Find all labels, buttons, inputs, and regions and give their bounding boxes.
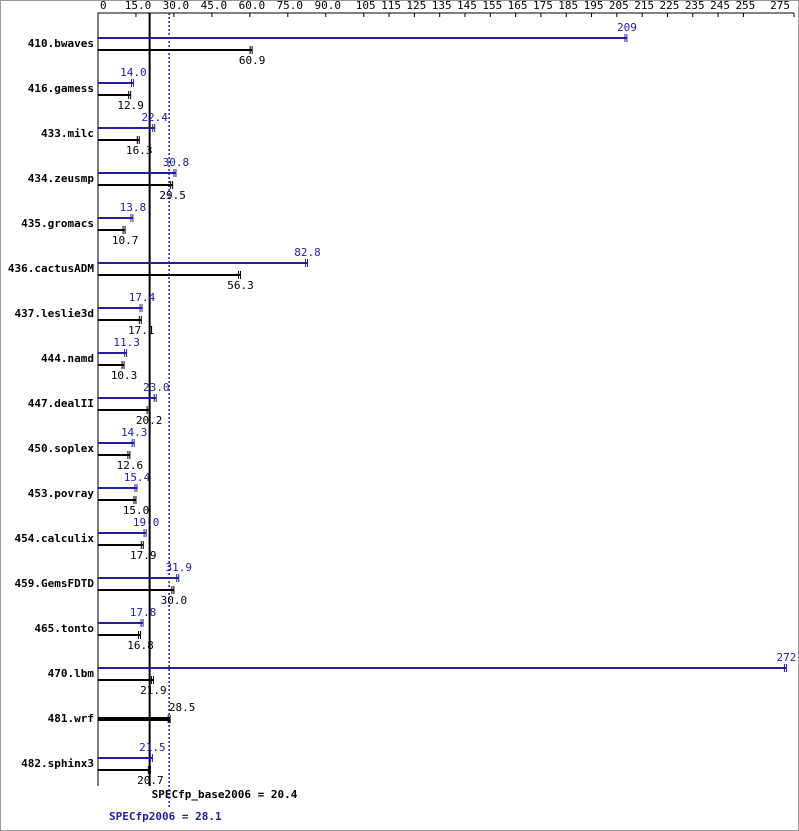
x-tick-label: 185	[558, 0, 578, 12]
x-tick-label: 45.0	[201, 0, 228, 12]
category-label: 459.GemsFDTD	[15, 577, 95, 590]
x-tick-label: 125	[406, 0, 426, 12]
value-label: 23.0	[143, 381, 170, 394]
value-label: 17.4	[129, 291, 156, 304]
value-label: 13.8	[120, 201, 147, 214]
x-tick-label: 90.0	[315, 0, 342, 12]
x-tick-label: 30.0	[163, 0, 190, 12]
x-tick-label: 255	[735, 0, 755, 12]
category-label: 433.milc	[41, 127, 94, 140]
x-tick-label: 205	[609, 0, 629, 12]
value-label: 17.9	[130, 549, 157, 562]
value-label: 28.5	[169, 701, 196, 714]
value-label: 15.4	[124, 471, 151, 484]
value-label: 56.3	[227, 279, 254, 292]
category-label: 454.calculix	[15, 532, 95, 545]
value-label: 16.8	[127, 639, 154, 652]
value-label: 82.8	[294, 246, 321, 259]
value-label: 30.8	[163, 156, 190, 169]
value-label: 10.3	[111, 369, 138, 382]
x-tick-label: 225	[660, 0, 680, 12]
value-label: 17.1	[128, 324, 155, 337]
value-label: 21.5	[139, 741, 166, 754]
value-label: 12.9	[117, 99, 144, 112]
value-label: 30.0	[161, 594, 188, 607]
value-label: 14.3	[121, 426, 148, 439]
value-label: 31.9	[165, 561, 192, 574]
value-label: 11.3	[113, 336, 140, 349]
value-label: 29.5	[159, 189, 186, 202]
x-tick-label: 15.0	[125, 0, 152, 12]
category-label: 410.bwaves	[28, 37, 94, 50]
category-label: 416.gamess	[28, 82, 94, 95]
category-label: 435.gromacs	[21, 217, 94, 230]
reference-label: SPECfp2006 = 28.1	[109, 810, 222, 823]
value-label: 272	[776, 651, 796, 664]
value-label: 22.4	[141, 111, 168, 124]
x-tick-label: 60.0	[239, 0, 266, 12]
category-label: 482.sphinx3	[21, 757, 94, 770]
reference-label: SPECfp_base2006 = 20.4	[152, 788, 298, 801]
x-tick-label: 135	[432, 0, 452, 12]
value-label: 21.9	[140, 684, 167, 697]
x-tick-label: 175	[533, 0, 553, 12]
category-label: 465.tonto	[34, 622, 94, 635]
x-tick-label: 195	[584, 0, 604, 12]
value-label: 17.8	[130, 606, 157, 619]
value-label: 15.0	[123, 504, 150, 517]
category-label: 447.dealII	[28, 397, 94, 410]
x-tick-label: 235	[685, 0, 705, 12]
x-tick-label: 215	[634, 0, 654, 12]
value-label: 60.9	[239, 54, 266, 67]
x-tick-label: 145	[457, 0, 477, 12]
x-tick-label: 105	[356, 0, 376, 12]
x-tick-label: 75.0	[277, 0, 304, 12]
x-tick-label: 155	[482, 0, 502, 12]
category-label: 437.leslie3d	[15, 307, 94, 320]
category-label: 453.povray	[28, 487, 95, 500]
value-label: 10.7	[112, 234, 139, 247]
x-tick-label: 0	[100, 0, 107, 12]
value-label: 19.0	[133, 516, 160, 529]
x-tick-label: 275	[770, 0, 790, 12]
category-label: 450.soplex	[28, 442, 95, 455]
x-tick-label: 245	[710, 0, 730, 12]
category-label: 444.namd	[41, 352, 94, 365]
value-label: 14.0	[120, 66, 147, 79]
value-label: 20.2	[136, 414, 163, 427]
value-label: 20.7	[137, 774, 164, 787]
category-label: 470.lbm	[48, 667, 95, 680]
x-tick-label: 115	[381, 0, 401, 12]
category-label: 436.cactusADM	[8, 262, 94, 275]
x-tick-label: 165	[508, 0, 528, 12]
value-label: 209	[617, 21, 637, 34]
value-label: 12.6	[117, 459, 144, 472]
value-label: 16.3	[126, 144, 153, 157]
category-label: 434.zeusmp	[28, 172, 95, 185]
category-label: 481.wrf	[48, 712, 94, 725]
